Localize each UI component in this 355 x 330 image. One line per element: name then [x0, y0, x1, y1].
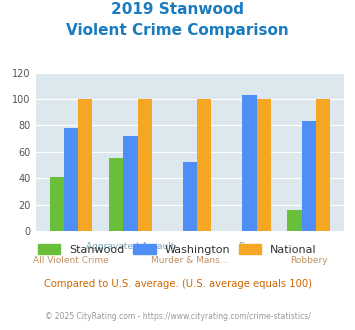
Bar [197, 99, 211, 231]
Text: Rape: Rape [238, 242, 261, 251]
Text: All Violent Crime: All Violent Crime [33, 256, 109, 265]
Text: Compared to U.S. average. (U.S. average equals 100): Compared to U.S. average. (U.S. average … [44, 279, 311, 289]
Text: Robbery: Robbery [290, 256, 328, 265]
Bar [302, 121, 316, 231]
Text: Violent Crime Comparison: Violent Crime Comparison [66, 23, 289, 38]
Bar [257, 99, 271, 231]
Text: Aggravated Assault: Aggravated Assault [86, 242, 175, 251]
Text: © 2025 CityRating.com - https://www.cityrating.com/crime-statistics/: © 2025 CityRating.com - https://www.city… [45, 312, 310, 321]
Bar [109, 158, 123, 231]
Bar [78, 99, 92, 231]
Bar [183, 162, 197, 231]
Bar [64, 128, 78, 231]
Bar [242, 95, 257, 231]
Text: Murder & Mans...: Murder & Mans... [151, 256, 229, 265]
Bar [138, 99, 152, 231]
Bar [288, 210, 302, 231]
Legend: Stanwood, Washington, National: Stanwood, Washington, National [34, 240, 321, 259]
Bar [123, 136, 138, 231]
Bar [316, 99, 330, 231]
Bar [50, 177, 64, 231]
Text: 2019 Stanwood: 2019 Stanwood [111, 2, 244, 16]
